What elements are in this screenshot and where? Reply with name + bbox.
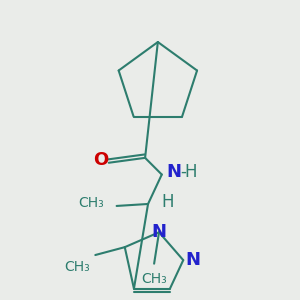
Text: -: - [180, 163, 186, 181]
Text: H: H [184, 163, 197, 181]
Text: H: H [161, 193, 174, 211]
Text: O: O [93, 151, 109, 169]
Text: N: N [167, 163, 182, 181]
Text: N: N [185, 251, 200, 269]
Text: N: N [152, 223, 166, 241]
Text: CH₃: CH₃ [78, 196, 104, 210]
Text: CH₃: CH₃ [65, 260, 90, 274]
Text: CH₃: CH₃ [141, 272, 167, 286]
